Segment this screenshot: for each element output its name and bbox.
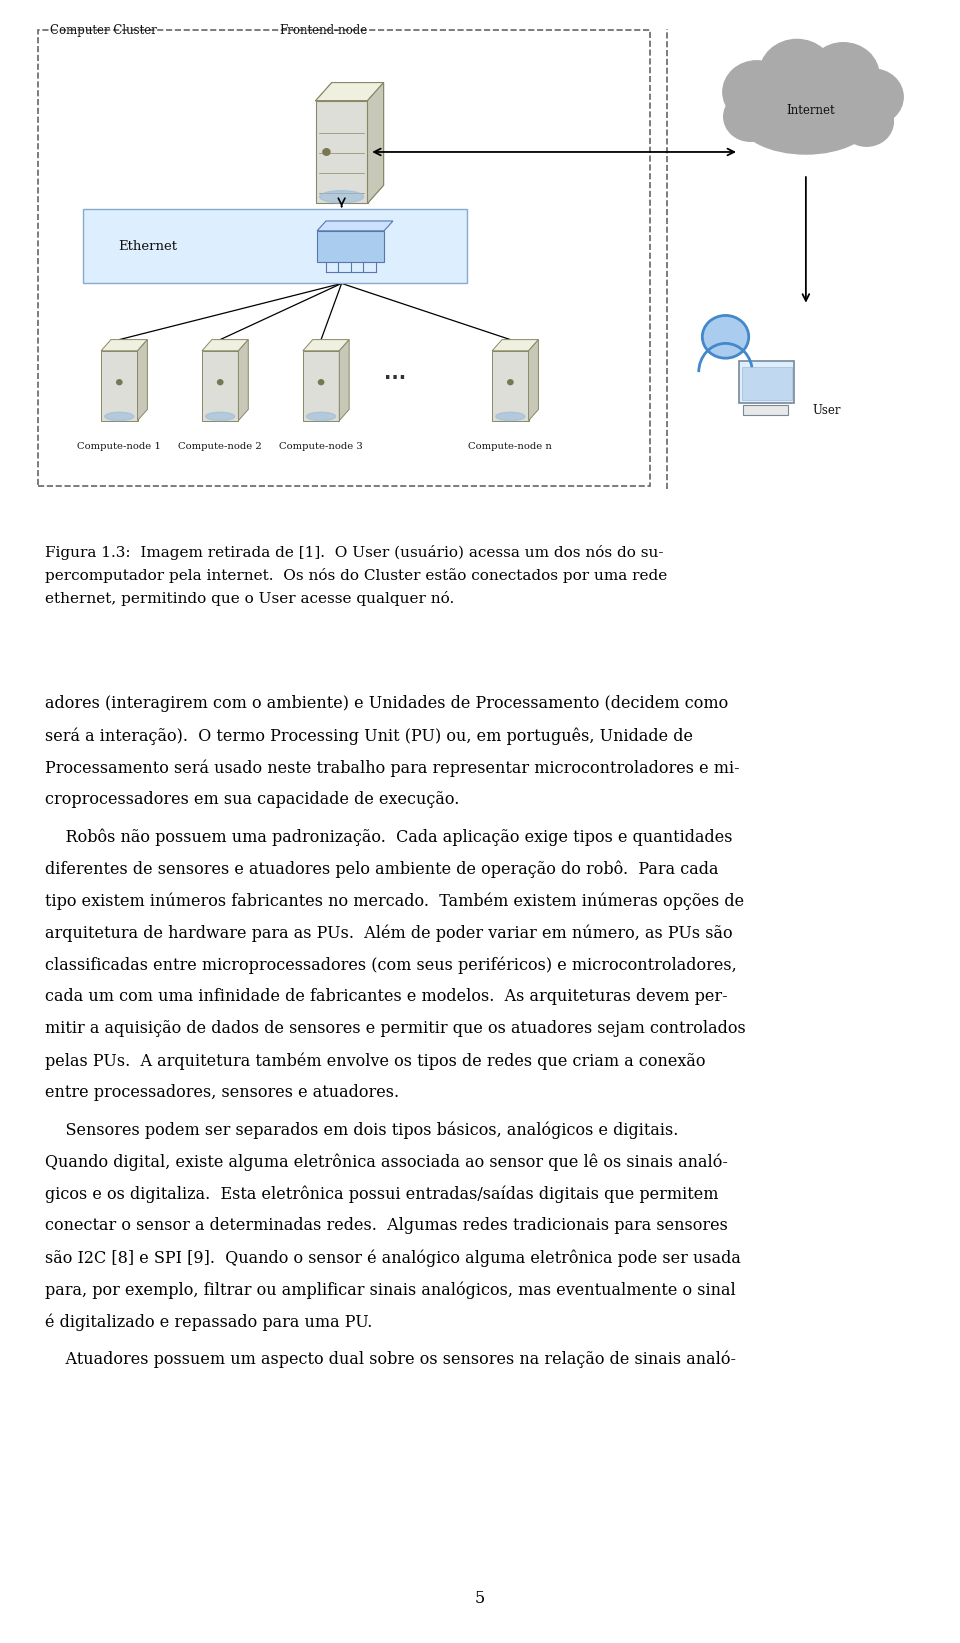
Text: ...: ... <box>384 365 406 383</box>
Circle shape <box>319 380 324 384</box>
Circle shape <box>843 69 903 125</box>
Text: Compute-node 1: Compute-node 1 <box>78 442 161 450</box>
FancyBboxPatch shape <box>202 352 238 421</box>
Text: conectar o sensor a determinadas redes.  Algumas redes tradicionais para sensore: conectar o sensor a determinadas redes. … <box>45 1217 728 1234</box>
Circle shape <box>759 39 834 108</box>
FancyBboxPatch shape <box>739 361 794 403</box>
Circle shape <box>323 148 330 156</box>
Circle shape <box>807 43 879 108</box>
Polygon shape <box>492 340 539 352</box>
FancyBboxPatch shape <box>316 100 368 204</box>
Polygon shape <box>529 340 539 421</box>
Ellipse shape <box>205 412 235 421</box>
Text: Compute-node 3: Compute-node 3 <box>279 442 363 450</box>
Polygon shape <box>368 82 384 204</box>
Polygon shape <box>137 340 148 421</box>
Text: pelas PUs.  A arquitetura também envolve os tipos de redes que criam a conexão: pelas PUs. A arquitetura também envolve … <box>45 1053 706 1070</box>
Polygon shape <box>339 340 349 421</box>
Text: percomputador pela internet.  Os nós do Cluster estão conectados por uma rede: percomputador pela internet. Os nós do C… <box>45 568 667 583</box>
Text: Sensores podem ser separados em dois tipos básicos, analógicos e digitais.: Sensores podem ser separados em dois tip… <box>45 1122 679 1139</box>
FancyBboxPatch shape <box>492 352 529 421</box>
Text: Compute-node n: Compute-node n <box>468 442 552 450</box>
Ellipse shape <box>495 412 525 421</box>
Circle shape <box>724 92 778 141</box>
Text: Robôs não possuem uma padronização.  Cada aplicação exige tipos e quantidades: Robôs não possuem uma padronização. Cada… <box>45 828 732 846</box>
Polygon shape <box>101 340 148 352</box>
Text: será a interação).  O termo Processing Unit (PU) ou, em português, Unidade de: será a interação). O termo Processing Un… <box>45 728 693 744</box>
Text: Atuadores possuem um aspecto dual sobre os sensores na relação de sinais analó-: Atuadores possuem um aspecto dual sobre … <box>45 1351 736 1369</box>
Text: Figura 1.3:  Imagem retirada de [1].  O User (usuário) acessa um dos nós do su-: Figura 1.3: Imagem retirada de [1]. O Us… <box>45 545 663 560</box>
Ellipse shape <box>320 191 364 204</box>
Text: classificadas entre microprocessadores (com seus periféricos) e microcontrolador: classificadas entre microprocessadores (… <box>45 956 737 974</box>
Text: adores (interagirem com o ambiente) e Unidades de Processamento (decidem como: adores (interagirem com o ambiente) e Un… <box>45 695 729 711</box>
Text: Internet: Internet <box>786 105 834 117</box>
Text: Quando digital, existe alguma eletrônica associada ao sensor que lê os sinais an: Quando digital, existe alguma eletrônica… <box>45 1153 728 1171</box>
Circle shape <box>218 380 223 384</box>
Polygon shape <box>302 340 349 352</box>
FancyBboxPatch shape <box>101 352 137 421</box>
Text: croprocessadores em sua capacidade de execução.: croprocessadores em sua capacidade de ex… <box>45 792 460 808</box>
Text: é digitalizado e repassado para uma PU.: é digitalizado e repassado para uma PU. <box>45 1314 372 1331</box>
Circle shape <box>723 61 791 123</box>
Text: Processamento será usado neste trabalho para representar microcontroladores e mi: Processamento será usado neste trabalho … <box>45 759 740 777</box>
Circle shape <box>840 97 894 146</box>
Ellipse shape <box>105 412 133 421</box>
Text: são I2C [8] e SPI [9].  Quando o sensor é analógico alguma eletrônica pode ser u: são I2C [8] e SPI [9]. Quando o sensor é… <box>45 1250 741 1267</box>
Text: tipo existem inúmeros fabricantes no mercado.  Também existem inúmeras opções de: tipo existem inúmeros fabricantes no mer… <box>45 892 744 910</box>
Text: arquitetura de hardware para as PUs.  Além de poder variar em número, as PUs são: arquitetura de hardware para as PUs. Alé… <box>45 925 732 941</box>
Polygon shape <box>317 222 393 230</box>
Text: para, por exemplo, filtrar ou amplificar sinais analógicos, mas eventualmente o : para, por exemplo, filtrar ou amplificar… <box>45 1282 736 1300</box>
Text: User: User <box>812 404 841 417</box>
Circle shape <box>117 380 122 384</box>
FancyBboxPatch shape <box>317 230 384 263</box>
Text: gicos e os digitaliza.  Esta eletrônica possui entradas/saídas digitais que perm: gicos e os digitaliza. Esta eletrônica p… <box>45 1186 719 1203</box>
Circle shape <box>703 315 749 358</box>
Text: 5: 5 <box>475 1590 485 1607</box>
Ellipse shape <box>306 412 336 421</box>
FancyBboxPatch shape <box>741 368 792 401</box>
Text: entre processadores, sensores e atuadores.: entre processadores, sensores e atuadore… <box>45 1084 399 1101</box>
Circle shape <box>508 380 513 384</box>
FancyBboxPatch shape <box>743 406 788 416</box>
Polygon shape <box>316 82 384 100</box>
FancyBboxPatch shape <box>302 352 339 421</box>
Text: ethernet, permitindo que o User acesse qualquer nó.: ethernet, permitindo que o User acesse q… <box>45 591 454 606</box>
Text: mitir a aquisição de dados de sensores e permitir que os atuadores sejam control: mitir a aquisição de dados de sensores e… <box>45 1020 746 1037</box>
Text: Computer Cluster: Computer Cluster <box>50 25 156 38</box>
Ellipse shape <box>739 84 873 154</box>
Text: Ethernet: Ethernet <box>118 240 178 253</box>
Text: Compute-node 2: Compute-node 2 <box>179 442 262 450</box>
Text: diferentes de sensores e atuadores pelo ambiente de operação do robô.  Para cada: diferentes de sensores e atuadores pelo … <box>45 861 719 877</box>
Polygon shape <box>238 340 249 421</box>
FancyBboxPatch shape <box>83 210 467 283</box>
Text: Frontend-node: Frontend-node <box>279 25 368 38</box>
Text: cada um com uma infinidade de fabricantes e modelos.  As arquiteturas devem per-: cada um com uma infinidade de fabricante… <box>45 989 728 1006</box>
Polygon shape <box>202 340 249 352</box>
